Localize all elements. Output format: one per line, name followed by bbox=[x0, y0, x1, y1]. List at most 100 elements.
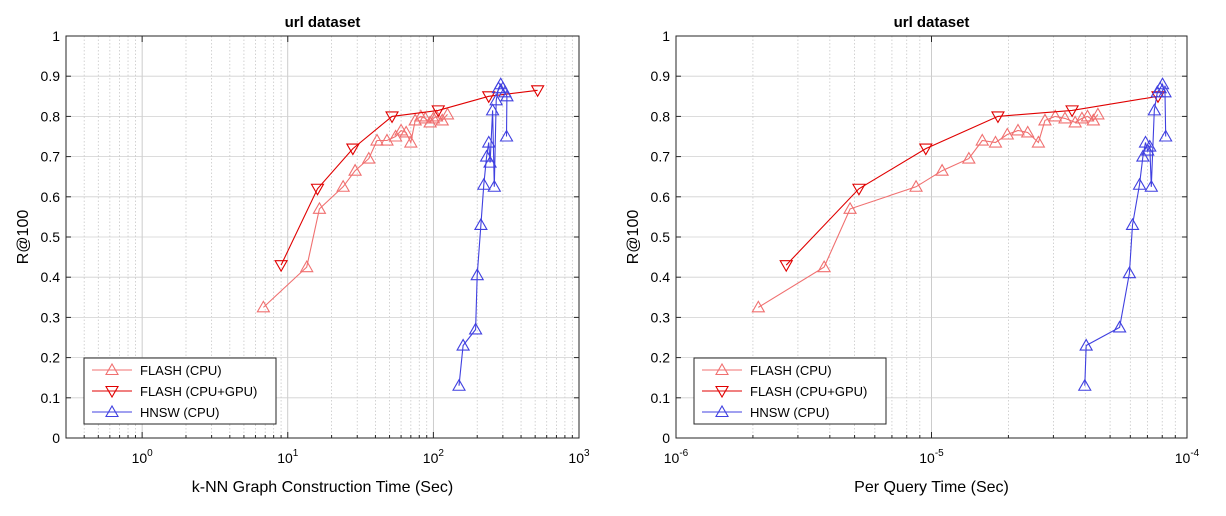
x-tick-label: 10-5 bbox=[919, 448, 944, 466]
data-point bbox=[473, 217, 488, 230]
x-tick-label-base: 10 bbox=[277, 450, 293, 466]
series-2 bbox=[274, 85, 545, 273]
legend-label: FLASH (CPU+GPU) bbox=[750, 384, 867, 399]
x-axis-label: k-NN Graph Construction Time (Sec) bbox=[192, 479, 453, 496]
y-tick-label: 0.9 bbox=[41, 68, 61, 84]
data-point bbox=[348, 163, 363, 176]
legend-label: FLASH (CPU+GPU) bbox=[140, 384, 257, 399]
data-point bbox=[408, 113, 423, 126]
data-point bbox=[1135, 149, 1150, 162]
x-tick-label: 10-4 bbox=[1175, 448, 1200, 466]
data-point bbox=[530, 85, 545, 98]
data-point bbox=[909, 179, 923, 192]
data-point bbox=[423, 115, 438, 128]
data-point bbox=[361, 151, 376, 164]
x-tick-label-base: 10 bbox=[664, 450, 680, 466]
legend-swatch-marker bbox=[105, 385, 119, 399]
data-point bbox=[1048, 109, 1063, 122]
legend-swatch-marker bbox=[105, 404, 119, 418]
y-tick-label: 0.5 bbox=[651, 229, 671, 245]
data-point bbox=[1086, 113, 1101, 126]
y-tick-label: 0.8 bbox=[651, 108, 671, 124]
legend-swatch-marker bbox=[715, 362, 729, 376]
data-point bbox=[1079, 338, 1094, 351]
y-tick-label: 0.1 bbox=[651, 390, 671, 406]
y-tick-label: 0.2 bbox=[651, 350, 671, 366]
data-point bbox=[479, 149, 494, 162]
data-point bbox=[1155, 77, 1170, 90]
series-1 bbox=[256, 107, 455, 313]
x-tick-label-exponent: 1 bbox=[293, 448, 299, 459]
data-point bbox=[1132, 177, 1147, 190]
x-tick-label: 100 bbox=[132, 448, 154, 466]
data-point bbox=[988, 135, 1003, 148]
data-point bbox=[918, 143, 933, 156]
data-point bbox=[975, 133, 990, 146]
series-1 bbox=[751, 107, 1105, 313]
data-point bbox=[310, 183, 325, 196]
data-point bbox=[299, 260, 314, 273]
data-point bbox=[1142, 139, 1157, 152]
data-point bbox=[1000, 127, 1015, 140]
data-point bbox=[388, 129, 403, 142]
data-point bbox=[991, 111, 1005, 124]
x-tick-label: 103 bbox=[568, 448, 590, 466]
data-point bbox=[452, 378, 466, 391]
data-point bbox=[1077, 378, 1092, 391]
data-point bbox=[1020, 125, 1035, 138]
data-point bbox=[476, 177, 491, 190]
data-point bbox=[345, 143, 360, 156]
data-point bbox=[403, 135, 418, 148]
series-line bbox=[280, 89, 538, 266]
data-point bbox=[429, 109, 444, 122]
legend-swatch-marker bbox=[715, 385, 729, 399]
legend: FLASH (CPU) FLASH (CPU+GPU) HNSW (CPU) bbox=[693, 357, 887, 425]
data-point bbox=[256, 300, 271, 313]
legend-swatch-marker bbox=[715, 404, 729, 418]
y-tick-label: 0.1 bbox=[41, 390, 61, 406]
data-point bbox=[751, 300, 766, 313]
y-tick-label: 0.7 bbox=[651, 149, 671, 165]
x-tick-label-exponent: 3 bbox=[584, 448, 590, 459]
x-tick-label-exponent: -6 bbox=[679, 448, 688, 459]
data-point bbox=[370, 133, 384, 146]
x-tick-label: 10-6 bbox=[664, 448, 689, 466]
x-tick-label-exponent: 2 bbox=[438, 448, 444, 459]
data-point bbox=[468, 322, 483, 335]
data-point bbox=[779, 260, 794, 273]
legend-label: HNSW (CPU) bbox=[750, 405, 829, 420]
y-tick-label: 0.4 bbox=[651, 269, 671, 285]
data-point bbox=[336, 179, 351, 192]
data-point bbox=[274, 260, 289, 273]
x-tick-label-base: 10 bbox=[568, 450, 584, 466]
y-tick-label: 1 bbox=[52, 28, 60, 44]
y-tick-label: 0 bbox=[662, 430, 670, 446]
data-point bbox=[440, 107, 455, 120]
x-tick-label-base: 10 bbox=[423, 450, 439, 466]
legend-label: HNSW (CPU) bbox=[140, 405, 219, 420]
data-point bbox=[1074, 111, 1089, 124]
data-point bbox=[961, 151, 976, 164]
y-tick-label: 0.8 bbox=[41, 108, 61, 124]
data-point bbox=[843, 201, 858, 214]
data-point bbox=[385, 111, 399, 124]
y-tick-label: 1 bbox=[662, 28, 670, 44]
data-point bbox=[481, 91, 496, 104]
data-point bbox=[489, 93, 504, 106]
y-tick-label: 0.4 bbox=[41, 269, 61, 285]
chart-title: url dataset bbox=[894, 14, 970, 31]
data-point bbox=[470, 268, 485, 281]
data-point bbox=[935, 163, 950, 176]
y-tick-label: 0.7 bbox=[41, 149, 61, 165]
data-point bbox=[499, 89, 514, 102]
x-tick-label: 101 bbox=[277, 448, 299, 466]
data-point bbox=[487, 179, 502, 192]
data-point bbox=[418, 111, 433, 124]
data-point bbox=[1068, 115, 1083, 128]
x-tick-label-base: 10 bbox=[919, 450, 935, 466]
x-tick-label-base: 10 bbox=[1175, 450, 1191, 466]
y-tick-label: 0.6 bbox=[41, 189, 61, 205]
data-point bbox=[456, 338, 471, 351]
